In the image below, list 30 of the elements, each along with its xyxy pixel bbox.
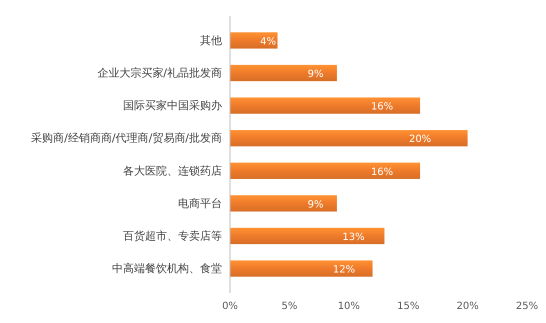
data-label: 12% [332,264,356,276]
x-tick-label: 0% [222,301,238,312]
bar [230,195,337,212]
bar [230,32,278,49]
y-tick-label: 电商平台 [178,196,222,210]
y-tick-label: 各大医院、连锁药店 [123,164,222,178]
bar [230,64,337,82]
bar [230,162,420,179]
y-tick-label: 国际买家中国采购办 [123,99,222,112]
data-label: 16% [370,166,394,178]
bar [230,228,384,244]
x-tick-label: 25% [516,301,538,312]
x-tick-label: 5% [281,301,298,312]
y-tick-label: 企业大宗买家/礼品批发商 [97,66,222,80]
y-tick-label: 中高端餐饮机构、食堂 [112,262,222,276]
data-label: 9% [308,199,324,210]
data-label: 9% [308,69,324,80]
bar [230,97,420,114]
x-tick-label: 10% [338,301,360,312]
data-label: 16% [370,102,394,113]
data-label: 4% [260,36,276,48]
y-tick-label: 其他 [200,34,222,47]
bar [230,130,468,146]
bar [230,260,373,277]
data-label: 20% [408,134,432,146]
y-tick-label: 采购商/经销商商/代理商/贸易商/批发商 [31,132,222,145]
x-tick-label: 20% [456,301,479,312]
data-label: 13% [342,232,365,243]
x-tick-label: 15% [397,301,420,312]
y-tick-label: 百货超市、专卖店等 [123,229,222,242]
